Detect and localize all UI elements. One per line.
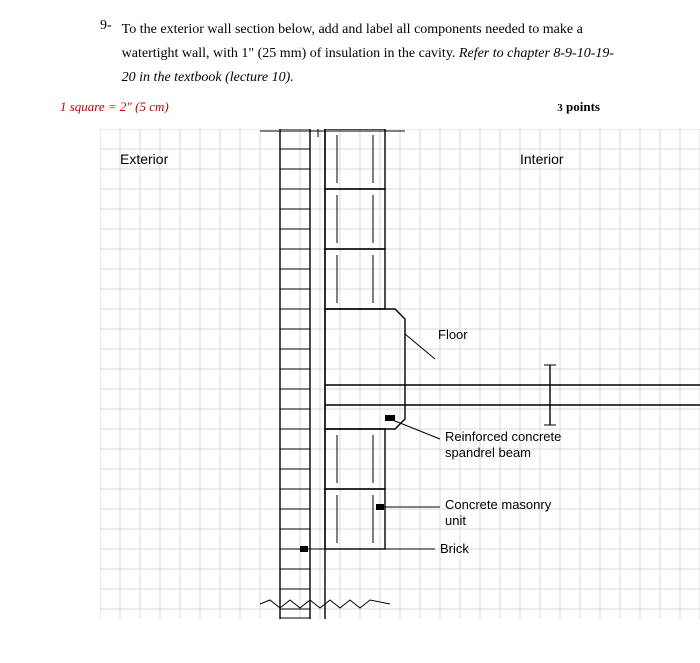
svg-text:Reinforced concrete: Reinforced concrete	[445, 429, 561, 444]
question-text: To the exterior wall section below, add …	[122, 18, 614, 89]
svg-text:Brick: Brick	[440, 541, 469, 556]
svg-text:Exterior: Exterior	[120, 151, 169, 167]
question-number: 9-	[100, 18, 112, 89]
question-block: 9- To the exterior wall section below, a…	[100, 18, 640, 89]
svg-text:Concrete masonry: Concrete masonry	[445, 497, 552, 512]
points-label: 3 points	[557, 99, 600, 115]
q-line3: 20 in the textbook (lecture 10).	[122, 70, 294, 85]
wall-section-svg: Exterior Interior Floor Reinforced concrete…	[100, 129, 700, 619]
points-word: points	[566, 99, 600, 114]
q-line2a: watertight wall, with 1" (25 mm) of insu…	[122, 46, 459, 61]
svg-text:Interior: Interior	[520, 151, 564, 167]
diagram: Exterior Interior Floor Reinforced concrete…	[100, 129, 700, 619]
svg-text:spandrel beam: spandrel beam	[445, 445, 531, 460]
q-line1: To the exterior wall section below, add …	[122, 22, 583, 37]
scale-note: 1 square = 2" (5 cm)	[60, 99, 169, 115]
meta-row: 1 square = 2" (5 cm) 3 points	[60, 99, 640, 115]
q-line2b: Refer to chapter 8-9-10-19-	[459, 46, 614, 61]
svg-text:unit: unit	[445, 513, 466, 528]
points-number: 3	[557, 102, 563, 114]
svg-text:Floor: Floor	[438, 327, 468, 342]
